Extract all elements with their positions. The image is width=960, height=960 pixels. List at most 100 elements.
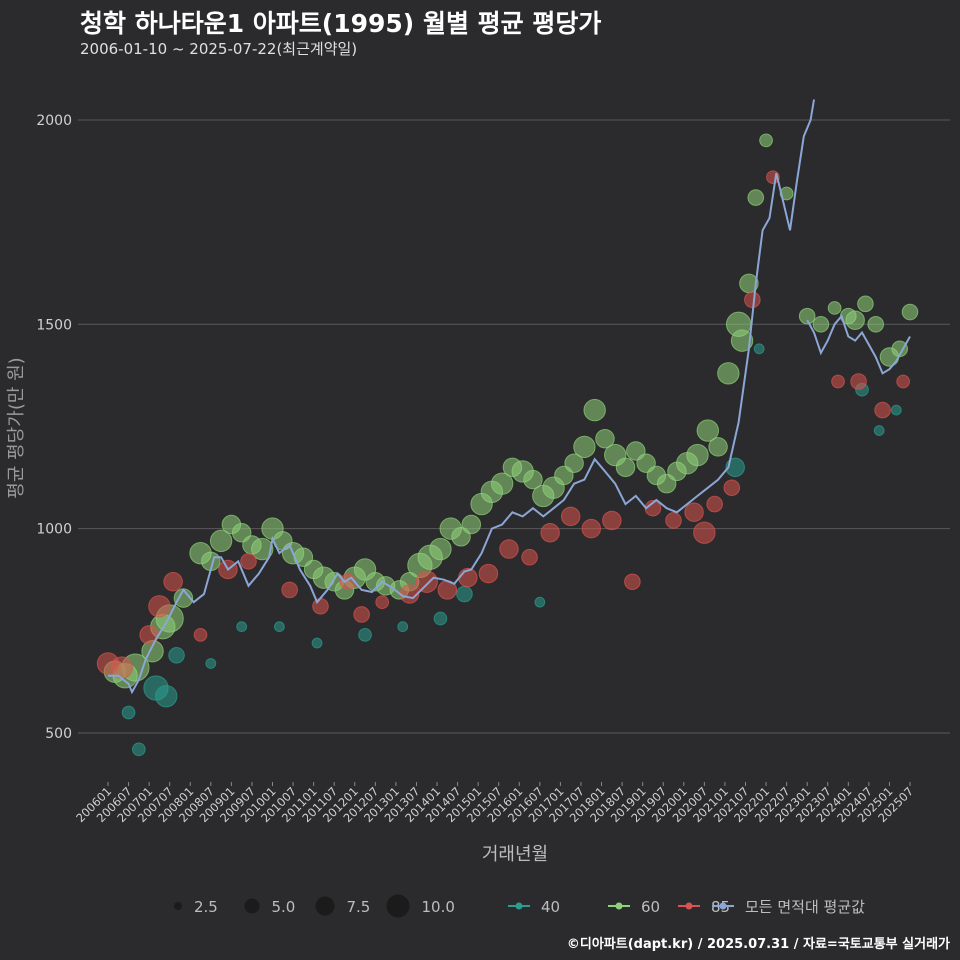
scatter-point-85 — [896, 374, 910, 389]
scatter-point-40 — [890, 404, 902, 416]
scatter-point-60 — [901, 303, 919, 321]
scatter-point-85 — [874, 401, 891, 419]
legend: 2.55.07.510.0406085모든 면적대 평균값 — [174, 894, 865, 918]
legend-size-label: 7.5 — [347, 898, 371, 916]
y-axis-label: 평균 평당가(만 원) — [6, 357, 27, 498]
scatter-point-40 — [753, 343, 765, 355]
scatter-point-60 — [564, 453, 584, 473]
x-axis-ticks: 2006012006072007012007072008012008072009… — [73, 782, 916, 825]
scatter-point-60 — [730, 329, 754, 352]
scatter-point-85 — [312, 597, 329, 615]
scatter-point-60 — [686, 443, 709, 467]
scatter-point-40 — [273, 621, 285, 633]
scatter-point-60 — [717, 362, 740, 385]
chart-subtitle: 2006-01-10 ~ 2025-07-22(최근계약일) — [80, 40, 358, 58]
average-line — [108, 99, 815, 695]
legend-series-label: 40 — [541, 898, 560, 916]
scatter-point-85 — [831, 374, 845, 389]
scatter-point-60 — [812, 315, 830, 333]
scatter-point-60 — [209, 529, 233, 553]
scatter-point-60 — [747, 189, 765, 206]
scatter-point-60 — [798, 307, 816, 325]
scatter-point-40 — [534, 596, 546, 608]
scatter-point-60 — [461, 514, 482, 535]
y-tick-label: 1500 — [36, 317, 72, 333]
y-tick-label: 1000 — [36, 522, 72, 538]
scatter-point-85 — [723, 479, 741, 497]
scatter-point-85 — [499, 539, 519, 559]
scatter-point-85 — [375, 595, 390, 610]
scatter-point-40 — [433, 611, 448, 626]
scatter-point-85 — [478, 563, 499, 584]
scatter-point-40 — [311, 637, 323, 649]
scatter-point-85 — [281, 581, 298, 599]
scatter-point-60 — [583, 398, 606, 422]
scatter-point-60 — [573, 435, 596, 459]
grid-lines — [78, 119, 950, 734]
scatter-point-85 — [240, 553, 257, 570]
scatter-point-40 — [873, 425, 885, 436]
average-lines — [108, 99, 911, 695]
legend-size-label: 2.5 — [194, 898, 218, 916]
scatter-point-85 — [602, 510, 622, 531]
scatter-point-60 — [696, 419, 719, 442]
legend-dot — [719, 902, 727, 910]
legend-dot — [685, 902, 693, 910]
legend-dot — [615, 902, 623, 910]
chart-title: 청학 하나타운1 아파트(1995) 월별 평균 평당가 — [80, 9, 602, 38]
scatter-point-85 — [193, 628, 208, 642]
scatter-point-85 — [353, 606, 370, 623]
footer-credit: ©디아파트(dapt.kr) / 2025.07.31 / 자료=국토교통부 실… — [566, 937, 950, 952]
scatter-point-85 — [850, 373, 867, 390]
scatter-point-85 — [339, 573, 357, 591]
x-axis-label: 거래년월 — [482, 844, 548, 865]
scatter-point-40 — [236, 621, 248, 633]
scatter-point-60 — [708, 437, 728, 457]
legend-series-label: 모든 면적대 평균값 — [745, 898, 865, 916]
legend-size-label: 5.0 — [272, 898, 296, 916]
scatter-point-40 — [397, 621, 409, 633]
scatter-point-85 — [163, 572, 183, 592]
scatter-point-85 — [540, 522, 560, 543]
scatter-point-60 — [615, 457, 636, 478]
scatter-point-85 — [581, 518, 602, 539]
legend-size-marker — [315, 896, 335, 916]
scatter-point-60 — [595, 428, 615, 449]
legend-size-marker — [174, 902, 182, 910]
scatter-point-60 — [845, 310, 865, 330]
scatter-point-40 — [168, 647, 185, 664]
scatter-point-85 — [415, 570, 438, 593]
scatter-point-40 — [131, 742, 146, 757]
scatter-point-40 — [456, 585, 473, 603]
legend-size-marker — [244, 898, 260, 914]
scatter-point-85 — [744, 291, 761, 309]
y-axis-ticks: 500 1000 1500 2000 — [36, 113, 72, 742]
legend-size-label: 10.0 — [422, 898, 455, 916]
scatter-point-85 — [148, 595, 171, 618]
data-points — [96, 133, 919, 757]
average-line — [806, 314, 911, 375]
scatter-point-85 — [684, 502, 704, 523]
scatter-point-40 — [358, 628, 372, 642]
legend-dot — [515, 902, 523, 910]
legend-size-marker — [386, 894, 410, 918]
scatter-point-60 — [490, 472, 514, 495]
scatter-point-60 — [251, 537, 274, 561]
scatter-point-85 — [624, 573, 641, 591]
scatter-point-60 — [429, 537, 452, 561]
scatter-point-60 — [827, 301, 842, 315]
scatter-point-85 — [706, 495, 723, 513]
scatter-point-60 — [759, 133, 773, 148]
scatter-point-40 — [205, 658, 217, 669]
scatter-point-85 — [665, 512, 682, 529]
scatter-point-60 — [867, 315, 885, 333]
y-tick-label: 500 — [45, 726, 72, 742]
scatter-point-40 — [121, 705, 136, 720]
scatter-point-85 — [560, 506, 581, 527]
scatter-point-85 — [521, 548, 538, 566]
scatter-point-85 — [693, 521, 716, 544]
y-tick-label: 2000 — [36, 113, 72, 129]
legend-series-label: 60 — [641, 898, 660, 916]
scatter-point-60 — [523, 469, 543, 490]
